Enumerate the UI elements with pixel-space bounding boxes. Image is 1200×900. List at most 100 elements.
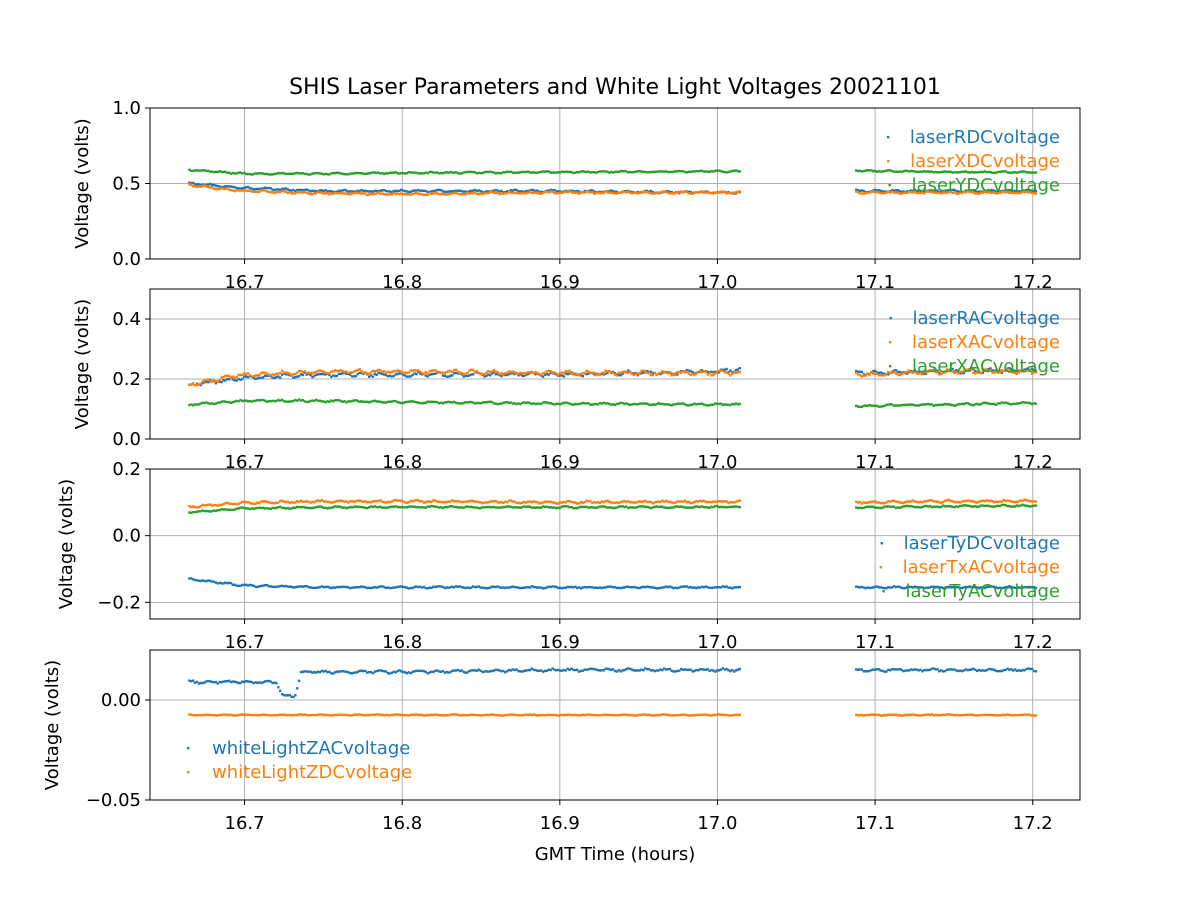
data-point [296,687,299,690]
data-point [681,505,685,509]
data-point [318,191,322,194]
data-point [907,500,911,503]
data-point [241,187,244,190]
data-point [907,669,911,672]
data-point [337,372,340,376]
data-point [589,191,592,194]
data-point [309,713,312,717]
data-point [305,371,308,375]
data-point [233,190,236,193]
data-point [870,713,873,716]
data-point [1000,500,1003,503]
data-point [235,503,238,506]
data-point [700,713,704,717]
data-point [511,189,515,192]
data-point [674,372,677,375]
data-point [976,501,979,504]
data-point [906,190,909,193]
data-point [517,506,520,509]
data-point [617,371,620,374]
data-point [917,191,920,195]
data-point [955,713,958,717]
data-point [585,713,588,717]
data-point [339,191,342,195]
data-point [415,401,418,404]
data-point [411,500,414,503]
data-point [566,585,569,589]
data-point [583,189,586,193]
data-point [226,713,229,717]
data-point [358,371,361,375]
data-point [925,403,928,406]
data-point [339,172,342,175]
data-point [296,500,299,503]
data-point [210,183,214,186]
data-point [959,714,962,717]
data-point [405,172,409,175]
data-point [862,374,865,377]
data-point [945,713,949,716]
data-point [360,192,363,195]
data-point [687,500,690,503]
data-point [860,405,863,408]
data-point [309,173,312,176]
data-point [250,713,253,717]
data-point [245,507,248,510]
data-point [267,714,271,717]
data-point [630,501,634,504]
data-point [218,380,221,383]
data-point [710,586,713,590]
data-point [1013,668,1017,671]
data-point [458,193,462,196]
data-point [572,191,575,194]
data-point [972,371,975,374]
data-point [1027,366,1030,370]
data-point [942,403,945,406]
data-point [419,500,422,503]
data-point [352,713,356,716]
data-point [373,713,376,717]
data-point [229,680,233,684]
data-point [676,191,679,194]
data-point [195,506,199,509]
data-point [953,191,956,194]
data-point [419,669,422,672]
data-point [644,505,647,509]
data-point [1017,171,1020,174]
data-point [615,501,619,504]
data-point [468,586,471,590]
data-point [649,586,653,589]
data-point [470,170,473,174]
data-point [1015,191,1019,195]
data-point [628,506,632,509]
data-point [521,501,524,504]
data-point [1008,585,1011,588]
data-point [432,585,435,588]
data-point [589,713,592,716]
data-point [947,585,951,589]
data-point [1004,586,1007,589]
data-point [608,402,611,406]
data-point [413,372,416,375]
data-point [923,587,926,590]
data-point [358,192,361,195]
data-point [602,505,605,508]
data-point [706,506,709,509]
data-point [286,373,289,376]
data-point [392,189,395,193]
data-point [205,169,208,173]
data-point [286,172,289,175]
legend-marker [887,160,890,163]
data-point [642,505,645,508]
data-point [670,192,673,195]
data-point [420,500,424,503]
data-point [369,371,373,374]
data-point [528,171,532,174]
data-point [719,668,723,671]
data-point [649,373,653,377]
data-point [506,505,509,508]
data-point [419,585,422,588]
data-point [460,372,463,375]
data-point [625,170,628,173]
data-point [424,370,427,374]
